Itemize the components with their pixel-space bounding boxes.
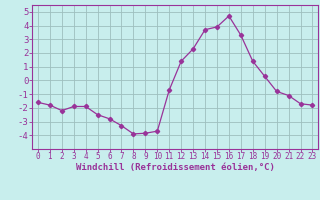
X-axis label: Windchill (Refroidissement éolien,°C): Windchill (Refroidissement éolien,°C): [76, 163, 275, 172]
